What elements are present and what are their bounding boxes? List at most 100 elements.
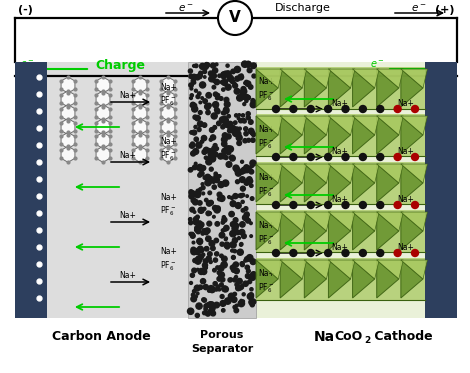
Circle shape	[201, 183, 204, 185]
Circle shape	[205, 311, 211, 316]
Circle shape	[203, 176, 207, 179]
Circle shape	[192, 234, 195, 237]
Circle shape	[199, 76, 202, 79]
Circle shape	[224, 71, 227, 75]
Circle shape	[290, 106, 297, 113]
Circle shape	[242, 61, 248, 68]
Circle shape	[237, 285, 243, 290]
Circle shape	[226, 162, 232, 167]
Circle shape	[203, 285, 208, 290]
Circle shape	[213, 144, 217, 147]
Circle shape	[231, 249, 234, 252]
Circle shape	[205, 232, 208, 235]
Circle shape	[227, 123, 233, 129]
Circle shape	[241, 87, 246, 91]
Circle shape	[342, 250, 349, 257]
Circle shape	[273, 250, 280, 257]
Circle shape	[227, 75, 234, 82]
Circle shape	[210, 305, 215, 311]
Circle shape	[246, 195, 249, 197]
Circle shape	[190, 94, 193, 97]
Circle shape	[221, 308, 225, 312]
Circle shape	[191, 247, 196, 252]
Circle shape	[208, 71, 213, 76]
Circle shape	[237, 117, 240, 120]
Circle shape	[209, 286, 215, 293]
Circle shape	[217, 192, 222, 197]
Circle shape	[190, 131, 193, 134]
Circle shape	[190, 102, 196, 107]
Circle shape	[204, 247, 207, 250]
Circle shape	[247, 293, 253, 300]
Polygon shape	[352, 116, 379, 135]
Circle shape	[208, 191, 212, 195]
Circle shape	[223, 116, 227, 120]
Circle shape	[206, 303, 210, 307]
Circle shape	[195, 258, 201, 264]
Circle shape	[233, 305, 236, 309]
Circle shape	[219, 232, 225, 238]
Polygon shape	[96, 119, 110, 135]
Circle shape	[240, 300, 243, 302]
Circle shape	[247, 138, 251, 142]
Polygon shape	[61, 132, 75, 148]
Polygon shape	[161, 77, 175, 93]
Circle shape	[214, 103, 219, 107]
Circle shape	[221, 111, 225, 115]
Circle shape	[197, 246, 203, 252]
Circle shape	[235, 203, 241, 209]
Polygon shape	[352, 212, 375, 250]
Circle shape	[194, 258, 199, 263]
Circle shape	[245, 168, 250, 173]
Circle shape	[196, 215, 199, 219]
Circle shape	[198, 173, 202, 177]
Circle shape	[250, 275, 255, 280]
Circle shape	[225, 71, 231, 77]
Circle shape	[243, 215, 248, 220]
Circle shape	[209, 241, 215, 247]
Circle shape	[227, 146, 234, 152]
Circle shape	[193, 211, 196, 213]
Circle shape	[227, 195, 231, 198]
Circle shape	[245, 265, 250, 270]
Text: Carbon Anode: Carbon Anode	[52, 330, 151, 343]
Circle shape	[224, 101, 230, 107]
Text: Na+: Na+	[397, 195, 414, 204]
Circle shape	[204, 228, 210, 233]
Circle shape	[194, 125, 197, 129]
Circle shape	[219, 254, 223, 258]
Circle shape	[207, 94, 210, 97]
Circle shape	[189, 232, 192, 235]
Circle shape	[194, 137, 198, 141]
Polygon shape	[377, 116, 403, 135]
Circle shape	[199, 222, 204, 227]
Circle shape	[196, 256, 202, 262]
Circle shape	[249, 85, 253, 89]
Polygon shape	[133, 91, 147, 107]
Circle shape	[209, 138, 212, 141]
Circle shape	[412, 106, 418, 113]
Circle shape	[189, 143, 195, 148]
Circle shape	[204, 229, 206, 232]
Circle shape	[239, 119, 243, 123]
Circle shape	[206, 110, 210, 115]
Circle shape	[195, 115, 200, 121]
Circle shape	[239, 229, 245, 235]
Circle shape	[197, 224, 203, 229]
Circle shape	[219, 283, 223, 286]
Circle shape	[188, 168, 193, 172]
Circle shape	[248, 257, 252, 261]
Circle shape	[212, 146, 217, 151]
Polygon shape	[377, 260, 403, 279]
Circle shape	[205, 63, 210, 67]
Circle shape	[225, 80, 227, 82]
Circle shape	[246, 116, 251, 120]
Circle shape	[325, 250, 332, 257]
Circle shape	[237, 95, 243, 101]
Text: CoO: CoO	[335, 330, 363, 343]
Circle shape	[237, 237, 240, 239]
Circle shape	[307, 201, 314, 209]
Text: $e^-$: $e^-$	[370, 60, 385, 70]
Polygon shape	[280, 69, 302, 107]
Circle shape	[201, 279, 206, 284]
